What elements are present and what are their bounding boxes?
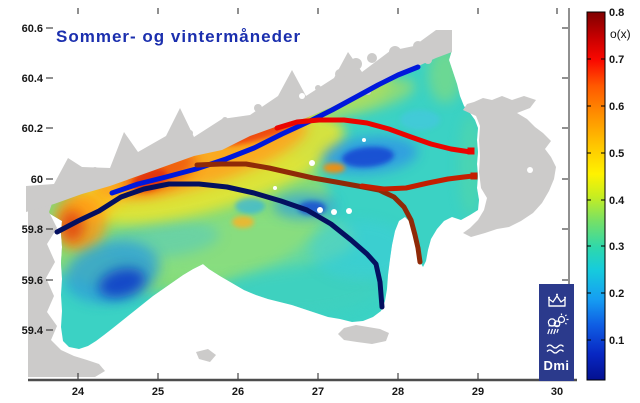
svg-text:0.7: 0.7 (609, 54, 624, 66)
crown-icon (547, 293, 566, 307)
brown-track (194, 161, 423, 265)
svg-text:59.6: 59.6 (22, 275, 43, 287)
no-data-dot (527, 167, 533, 173)
sun-cloud-rain-icon (546, 313, 568, 335)
svg-text:29: 29 (472, 386, 484, 398)
waves-icon (546, 344, 564, 354)
no-data-dot (317, 207, 323, 213)
no-data-dot (229, 99, 233, 103)
no-data-dot (362, 138, 366, 142)
svg-text:27: 27 (312, 386, 324, 398)
red-track-end-marker (467, 147, 475, 155)
darkred-track (359, 173, 476, 192)
svg-text:60.2: 60.2 (22, 123, 43, 135)
dmi-logo: Dmi (539, 284, 574, 381)
svg-text:0.6: 0.6 (609, 101, 624, 113)
svg-text:0.4: 0.4 (609, 195, 625, 207)
no-data-dot (309, 160, 315, 166)
svg-text:24: 24 (72, 386, 85, 398)
no-data-dot (346, 208, 352, 214)
svg-text:0.1: 0.1 (609, 335, 624, 347)
svg-text:0.2: 0.2 (609, 288, 624, 300)
svg-text:28: 28 (392, 386, 404, 398)
no-data-dot (331, 209, 337, 215)
colorbar-label: o(x) (610, 27, 631, 41)
svg-text:59.8: 59.8 (22, 224, 43, 236)
svg-text:0.8: 0.8 (609, 7, 624, 19)
colorbar (586, 11, 606, 381)
darkred-track-end-marker (470, 172, 478, 180)
no-data-dot (273, 186, 277, 190)
red-track (274, 117, 474, 155)
navy-track (54, 181, 385, 310)
dmi-logo-text: Dmi (543, 358, 570, 374)
svg-text:30: 30 (551, 386, 563, 398)
svg-text:60: 60 (31, 174, 43, 186)
svg-text:60.4: 60.4 (22, 73, 44, 85)
svg-text:0.3: 0.3 (609, 241, 624, 253)
blue-track (109, 64, 421, 196)
svg-text:26: 26 (232, 386, 244, 398)
plot-title: Sommer- og vintermåneder (56, 27, 302, 46)
svg-text:60.6: 60.6 (22, 23, 43, 35)
svg-text:59.4: 59.4 (22, 325, 44, 337)
svg-text:25: 25 (152, 386, 164, 398)
svg-text:0.5: 0.5 (609, 148, 624, 160)
no-data-dot (299, 93, 305, 99)
